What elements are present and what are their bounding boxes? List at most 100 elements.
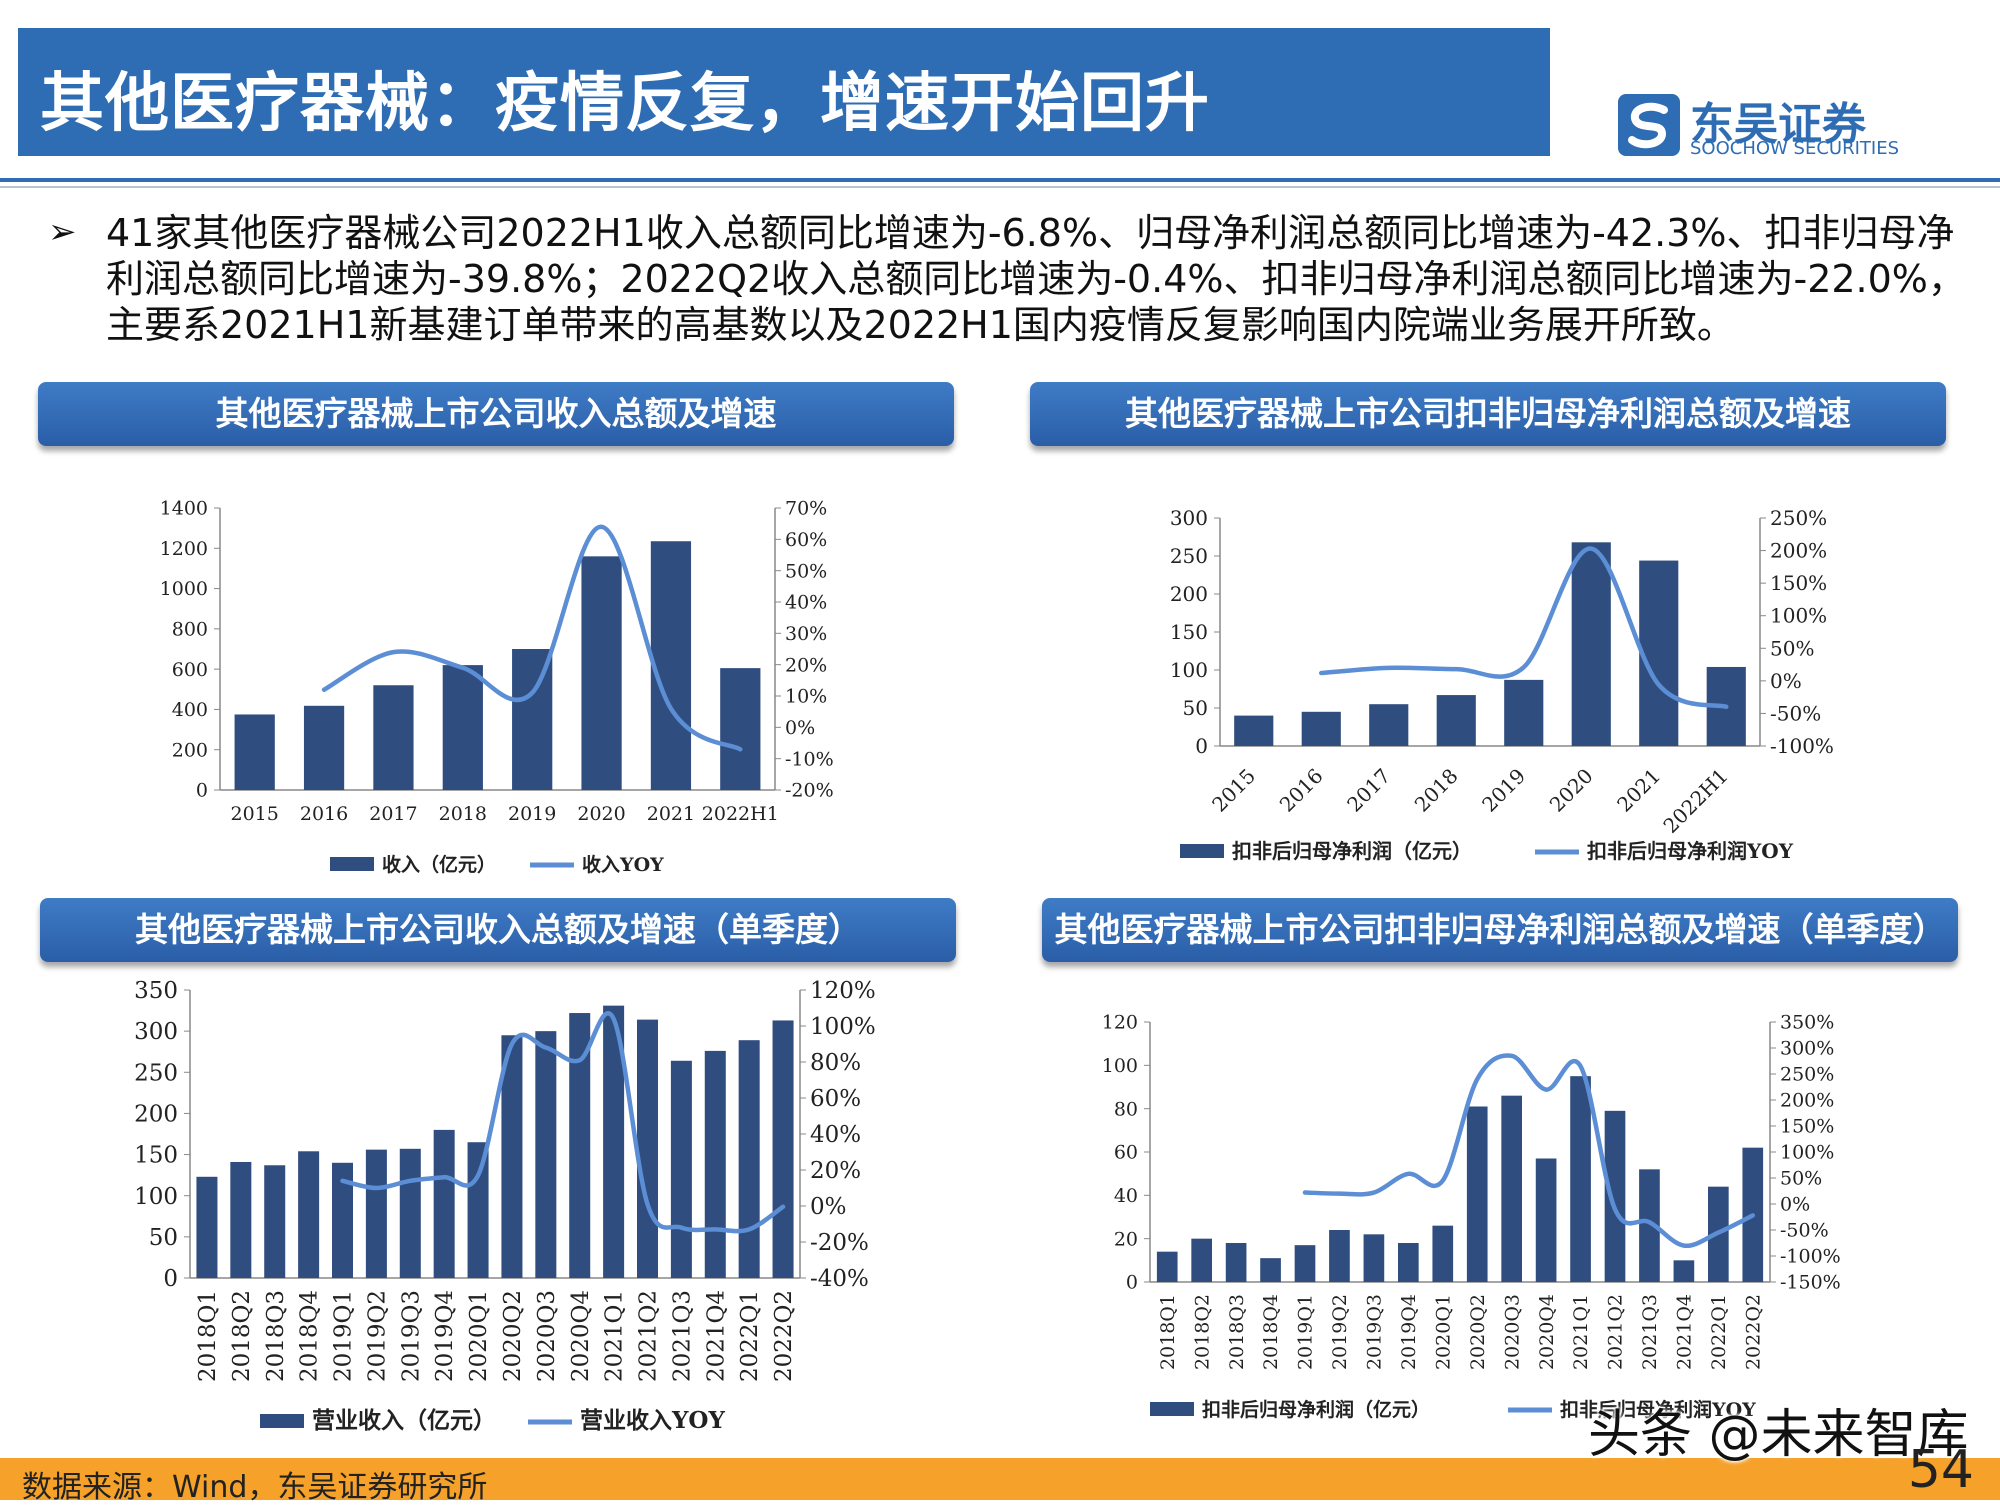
x-tick-label: 2019	[1477, 764, 1530, 817]
logo-name: 东吴证券	[1690, 99, 1866, 150]
x-tick-label: 2019	[508, 803, 556, 825]
right-tick-label: 60%	[810, 1086, 861, 1112]
right-tick-label: 100%	[1770, 604, 1827, 628]
left-tick-label: 40	[1114, 1185, 1138, 1207]
right-tick-label: 150%	[1780, 1116, 1834, 1138]
x-tick-label: 2017	[1342, 764, 1395, 817]
right-tick-label: 0%	[810, 1194, 847, 1220]
bar	[196, 1176, 218, 1278]
legend-line-label: 营业收入YOY	[580, 1407, 725, 1434]
right-tick-label: -10%	[785, 748, 834, 770]
bar	[1571, 542, 1611, 746]
chart-profit-quarterly: 0 20 40 60 80 100 120 -150% -100% -50% 0% 50% 100% 15…	[1102, 1012, 1841, 1421]
x-tick-label: 2021	[647, 803, 695, 825]
panel-title-profit: 其他医疗器械上市公司扣非归母净利润总额及增速	[1030, 382, 1946, 446]
legend-bar-swatch	[330, 857, 374, 871]
legend-bar-label: 扣非后归母净利润（亿元）	[1202, 1398, 1430, 1421]
left-tick-label: 60	[1114, 1142, 1138, 1164]
bar	[738, 1040, 760, 1278]
x-tick-label: 2018Q1	[1157, 1294, 1179, 1370]
right-tick-label: 20%	[810, 1158, 861, 1184]
scs-logo-icon	[1618, 94, 1680, 156]
watermark: 头条 @未来智库	[1588, 1405, 1969, 1465]
chart-revenue-annual: 0 200 400 600 800 1000 1200 1400 -20% -10% 0% 10% 20…	[160, 498, 834, 876]
chart-revenue-quarterly: 0 50 100 150 200 250 300 350 -40% -20% 0% 20% 40% 60%…	[134, 978, 876, 1434]
bar	[650, 541, 692, 790]
bar	[433, 1129, 455, 1278]
bar	[234, 714, 275, 790]
x-tick-label: 2021	[1612, 764, 1665, 817]
right-tick-label: 10%	[785, 686, 827, 708]
right-tick-label: 300%	[1780, 1038, 1834, 1060]
x-tick-label: 2022H1	[1658, 764, 1732, 838]
bar	[1673, 1260, 1695, 1282]
left-tick-label: 1400	[160, 498, 208, 520]
bar	[1604, 1110, 1626, 1282]
left-tick-label: 100	[1102, 1055, 1138, 1077]
right-tick-label: 80%	[810, 1050, 861, 1076]
bar	[670, 1060, 692, 1278]
x-tick-label: 2018Q3	[263, 1290, 289, 1382]
left-tick-label: 0	[196, 780, 208, 802]
left-tick-label: 0	[1195, 734, 1208, 758]
chart-profit-annual: 0 50 100 150 200 250 300 -100% -50% 0% 50% 100% 150%…	[1170, 506, 1834, 863]
header-divider-thin	[0, 186, 2000, 188]
right-tick-label: 0%	[1780, 1194, 1810, 1216]
x-tick-label: 2018Q2	[1191, 1294, 1213, 1370]
x-tick-label: 2018	[1410, 764, 1463, 817]
bar	[1234, 715, 1274, 746]
legend-bar-label: 扣非后归母净利润（亿元）	[1232, 839, 1472, 863]
left-tick-label: 100	[1170, 658, 1208, 682]
bar	[1369, 704, 1409, 746]
data-source: 数据来源：Wind，东吴证券研究所	[22, 1470, 488, 1505]
right-tick-label: 20%	[785, 654, 827, 676]
x-tick-label: 2018Q1	[195, 1290, 221, 1382]
x-tick-label: 2020	[1545, 764, 1598, 817]
x-tick-label: 2019Q1	[1295, 1294, 1317, 1370]
bar	[1535, 1158, 1557, 1282]
x-tick-label: 2019Q2	[1329, 1294, 1351, 1370]
right-tick-label: -50%	[1780, 1220, 1829, 1242]
left-tick-label: 200	[134, 1101, 178, 1127]
right-tick-label: 120%	[810, 978, 876, 1004]
x-tick-label: 2019Q3	[1364, 1294, 1386, 1370]
legend-bar-swatch	[260, 1414, 304, 1428]
x-tick-label: 2018Q2	[229, 1290, 255, 1382]
header-divider	[0, 178, 2000, 182]
left-tick-label: 20	[1114, 1228, 1138, 1250]
page-title: 其他医疗器械：疫情反复，增速开始回升	[40, 67, 1210, 141]
x-tick-label: 2019Q4	[1398, 1294, 1420, 1370]
bar	[373, 685, 414, 790]
left-tick-label: 50	[1183, 696, 1208, 720]
yoy-line	[1319, 546, 1729, 710]
x-tick-label: 2016	[300, 803, 348, 825]
panel-title-revenue-quarterly: 其他医疗器械上市公司收入总额及增速（单季度）	[40, 898, 956, 962]
bar	[772, 1020, 794, 1278]
legend-line-label: 收入YOY	[582, 853, 664, 876]
x-tick-label: 2020	[577, 803, 625, 825]
right-tick-label: 70%	[785, 498, 827, 520]
x-tick-label: 2022Q1	[737, 1290, 763, 1382]
bar	[1329, 1230, 1350, 1282]
x-tick-label: 2020Q1	[1432, 1294, 1454, 1370]
x-tick-label: 2021Q4	[703, 1290, 729, 1382]
right-tick-label: -100%	[1780, 1246, 1841, 1268]
left-tick-label: 800	[172, 619, 208, 641]
legend-bar-label: 营业收入（亿元）	[312, 1407, 496, 1434]
bullet-arrow-icon: ➢	[48, 212, 77, 252]
x-tick-label: 2020Q1	[466, 1290, 492, 1382]
right-tick-label: 250%	[1770, 506, 1827, 530]
right-tick-label: 60%	[785, 529, 827, 551]
right-tick-label: 100%	[1780, 1142, 1834, 1164]
bar	[720, 668, 761, 790]
x-tick-label: 2020Q4	[568, 1290, 594, 1382]
right-tick-label: 150%	[1770, 571, 1827, 595]
x-tick-label: 2022Q2	[771, 1290, 797, 1382]
x-tick-label: 2018Q3	[1226, 1294, 1248, 1370]
right-tick-label: 50%	[785, 560, 827, 582]
right-tick-label: 50%	[1780, 1168, 1822, 1190]
right-tick-label: 350%	[1780, 1012, 1834, 1034]
x-tick-label: 2021Q1	[602, 1290, 628, 1382]
yoy-line	[321, 524, 743, 752]
x-tick-label: 2019Q1	[331, 1290, 357, 1382]
